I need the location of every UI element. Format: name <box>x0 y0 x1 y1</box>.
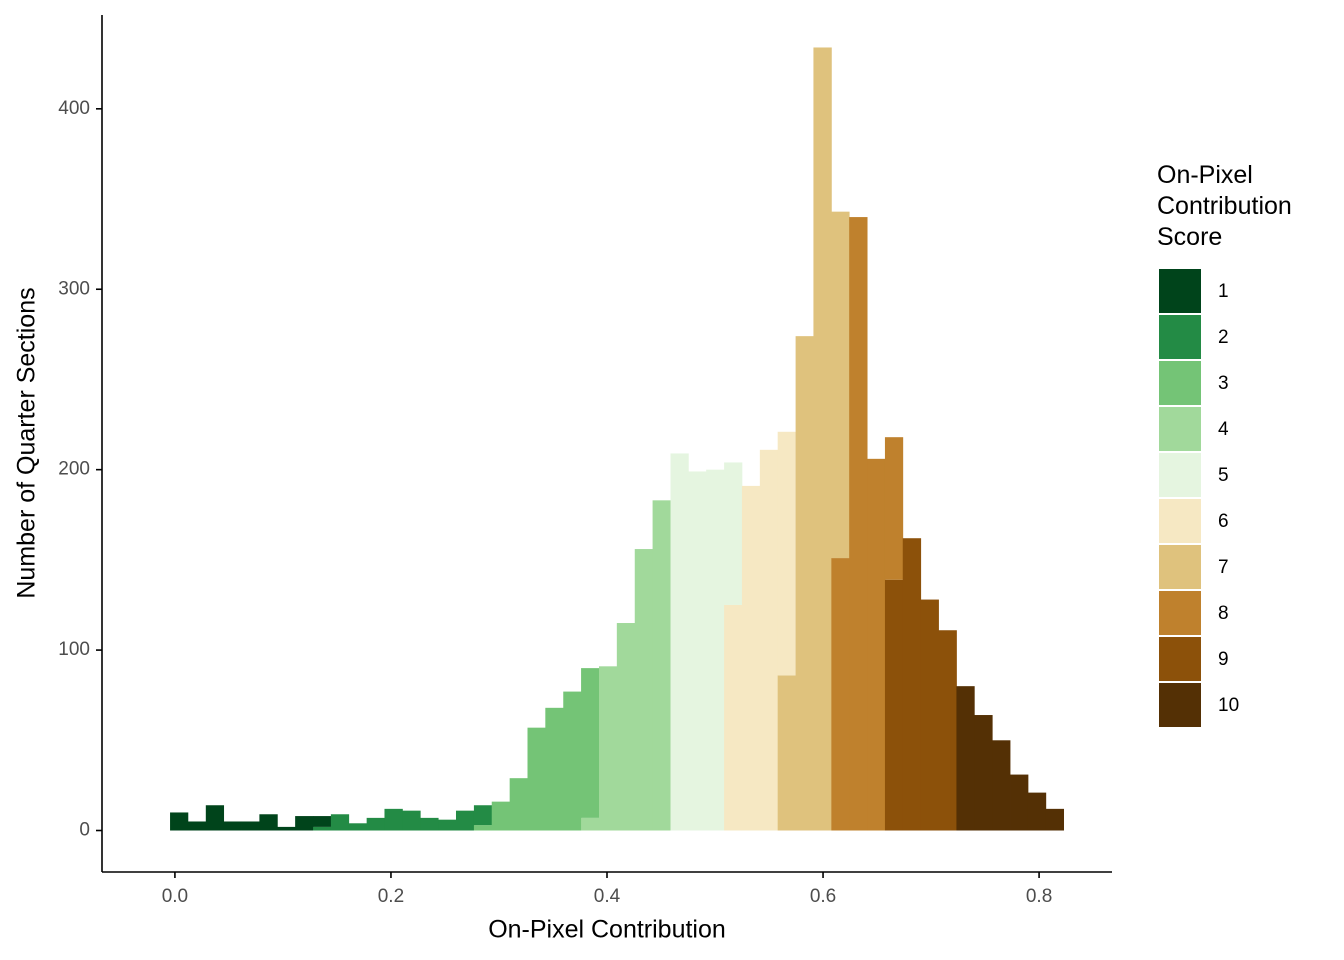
legend-label: 2 <box>1218 327 1229 348</box>
histogram-bar <box>813 47 832 831</box>
histogram-bar <box>223 821 242 831</box>
histogram-bar <box>563 691 582 831</box>
legend-key <box>1159 315 1201 359</box>
histogram-bar <box>706 469 725 831</box>
histogram-bar <box>277 826 296 831</box>
histogram-bar <box>295 816 314 831</box>
y-tick-label: 200 <box>58 459 90 480</box>
histogram-bar <box>652 500 671 831</box>
histogram-bar <box>688 471 707 831</box>
x-tick-label: 0.2 <box>378 886 404 907</box>
histogram-bar <box>670 453 689 831</box>
histogram-bar <box>1027 792 1047 831</box>
x-tick-label: 0.4 <box>594 886 621 907</box>
legend-label: 5 <box>1218 465 1229 486</box>
legend-label: 3 <box>1218 373 1229 394</box>
histogram-bar <box>455 810 475 831</box>
histogram-bar <box>616 623 636 831</box>
histogram-bar <box>330 814 350 831</box>
y-axis-label: Number of Quarter Sections <box>13 287 41 598</box>
y-tick-label: 300 <box>58 278 90 299</box>
histogram-bar <box>438 819 457 831</box>
histogram-bar <box>527 727 546 831</box>
histogram-bar <box>259 814 278 831</box>
legend-key <box>1159 683 1201 727</box>
histogram-bar <box>187 821 207 831</box>
legend-label: 10 <box>1218 695 1239 716</box>
histogram-bar <box>777 675 797 831</box>
histogram-bar <box>1045 808 1065 831</box>
histogram-bar <box>992 740 1011 831</box>
histogram-bar <box>313 816 332 827</box>
histogram-bar <box>724 604 743 831</box>
legend-key <box>1159 637 1201 681</box>
histogram-bar <box>491 801 511 831</box>
x-axis-label: On-Pixel Contribution <box>488 916 726 944</box>
histogram-bar <box>634 549 653 831</box>
histogram-bar <box>902 538 922 831</box>
histogram-bar <box>884 437 904 580</box>
histogram-bar <box>402 810 421 831</box>
x-tick-label: 0.8 <box>1026 886 1052 907</box>
histogram-bar <box>849 217 868 831</box>
x-tick-label: 0.0 <box>162 886 188 907</box>
histogram-bar <box>974 715 993 831</box>
y-tick-label: 100 <box>58 639 90 660</box>
histogram-bar <box>741 485 761 831</box>
legend-label: 1 <box>1218 281 1229 302</box>
legend-label: 4 <box>1218 419 1229 440</box>
legend-key <box>1159 453 1201 497</box>
legend-label: 9 <box>1218 649 1229 670</box>
histogram-bar <box>509 778 528 831</box>
legend-key <box>1159 269 1201 313</box>
histogram-bar <box>545 707 564 831</box>
histogram-bar <box>581 668 600 818</box>
histogram-bar <box>795 336 814 831</box>
legend-label: 8 <box>1218 603 1229 624</box>
histogram-bar <box>170 812 189 831</box>
histogram-bar <box>920 599 939 831</box>
legend-label: 7 <box>1218 557 1229 578</box>
histogram-bar <box>1010 774 1029 831</box>
histogram-bar <box>348 823 368 831</box>
histogram-bar <box>420 817 439 831</box>
histogram-bar <box>581 817 600 831</box>
histogram-bar <box>599 666 618 831</box>
histogram-bar <box>205 805 225 831</box>
histogram-bar <box>313 826 332 831</box>
histogram-bar <box>724 462 743 605</box>
histogram-bar <box>473 805 493 826</box>
legend-key <box>1159 545 1201 589</box>
histogram-bar <box>473 825 493 831</box>
legend-key <box>1159 499 1201 543</box>
histogram-bar <box>777 431 797 676</box>
histogram-bar <box>384 808 403 831</box>
legend-key <box>1159 591 1201 635</box>
histogram-bar <box>831 211 850 559</box>
legend-label: 6 <box>1218 511 1229 532</box>
y-tick-label: 0 <box>79 820 90 841</box>
histogram-bar <box>241 821 260 831</box>
histogram-bar <box>831 558 850 831</box>
y-tick-label: 400 <box>58 98 90 119</box>
histogram-bar <box>867 458 886 831</box>
histogram-bar <box>366 817 385 831</box>
histogram-bar <box>884 579 904 831</box>
x-tick-label: 0.6 <box>810 886 836 907</box>
legend-key <box>1159 361 1201 405</box>
histogram-bar <box>938 630 957 831</box>
histogram-bar <box>759 449 779 831</box>
legend-key <box>1159 407 1201 451</box>
legend-title: On-Pixel Contribution Score <box>1157 161 1292 251</box>
histogram-bar <box>956 686 975 831</box>
